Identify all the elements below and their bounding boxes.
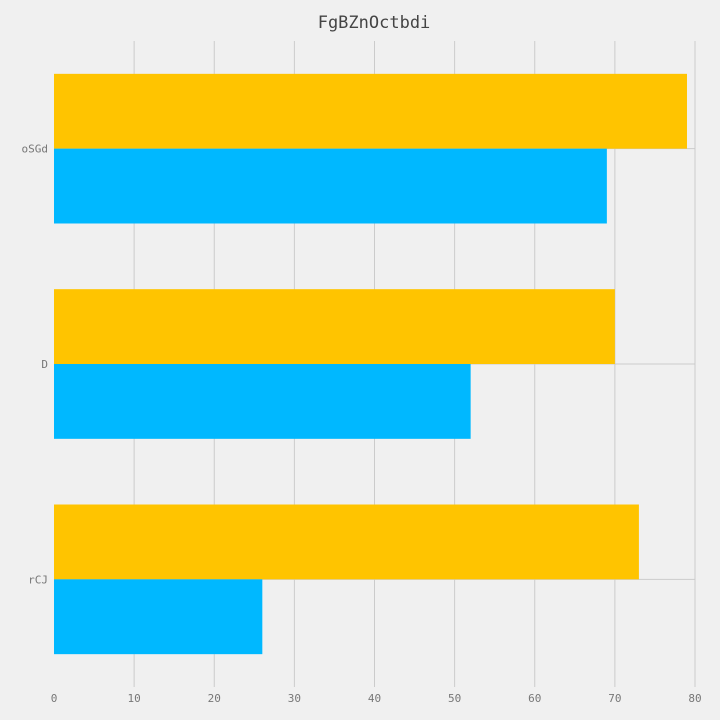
bar-rCJ-series-2 [54, 579, 263, 655]
bar-oSGd-series-2 [54, 148, 607, 224]
bar-oSGd-series-1 [54, 73, 687, 149]
x-tick-label-2: 20 [208, 692, 221, 705]
bars [54, 73, 687, 655]
bar-D-series-1 [54, 289, 615, 364]
chart-title: FgBZnOctbdi [318, 13, 431, 33]
x-tick-label-0: 0 [51, 692, 58, 705]
y-category-label-0: oSGd [22, 143, 49, 156]
y-category-label-2: rCJ [28, 573, 48, 586]
x-tick-label-5: 50 [448, 692, 461, 705]
x-tick-label-8: 80 [688, 692, 701, 705]
y-category-label-1: D [41, 358, 48, 371]
x-tick-label-6: 60 [528, 692, 541, 705]
x-tick-label-7: 70 [608, 692, 621, 705]
bar-rCJ-series-1 [54, 504, 639, 580]
bar-D-series-2 [54, 364, 471, 439]
x-tick-label-3: 30 [288, 692, 301, 705]
x-tick-label-1: 10 [128, 692, 141, 705]
x-axis: 0 10 20 30 40 50 60 70 80 [51, 692, 702, 705]
x-tick-label-4: 40 [368, 692, 381, 705]
